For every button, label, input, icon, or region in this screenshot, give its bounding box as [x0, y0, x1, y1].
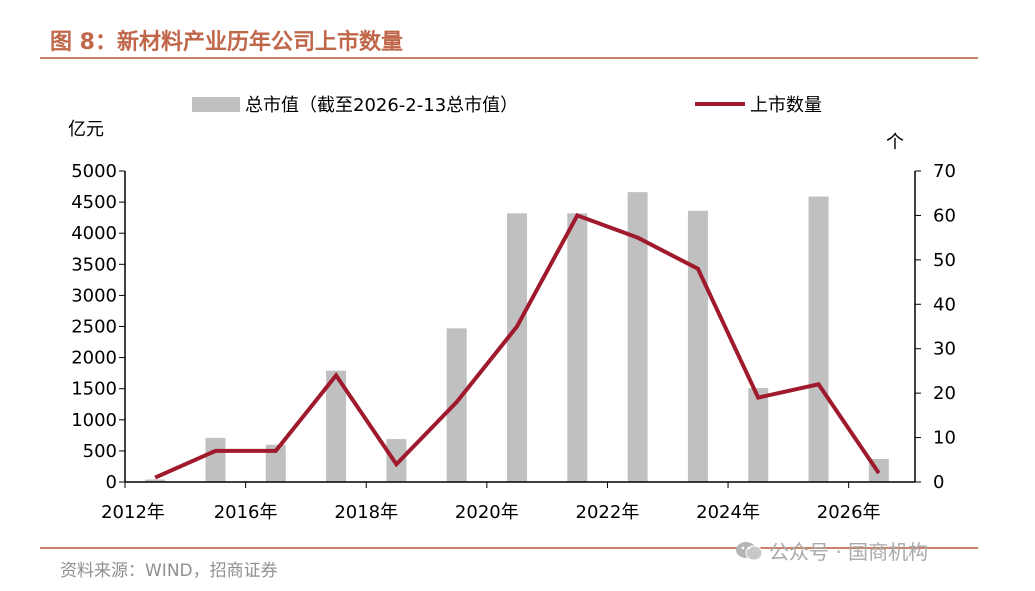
- x-tick-label: 2026年: [817, 502, 881, 523]
- bar: [145, 479, 166, 482]
- x-tick-label: 2012年: [101, 502, 165, 523]
- left-axis-label: 亿元: [68, 119, 104, 140]
- axes: [119, 170, 921, 488]
- bar: [748, 388, 769, 482]
- bar: [326, 370, 347, 482]
- footer-divider: [40, 547, 978, 549]
- left-tick-label: 0: [106, 472, 117, 493]
- left-tick-label: 2000: [71, 348, 117, 369]
- x-tick-label: 2018年: [334, 502, 398, 523]
- bar: [265, 444, 286, 482]
- legend-bar-label: 总市值（截至2026-2-13总市值）: [245, 95, 518, 116]
- left-tick-label: 1500: [71, 379, 117, 400]
- x-tick-label: 2022年: [576, 502, 640, 523]
- wechat-icon: [736, 541, 763, 560]
- tick-labels: 0500100015002000250030003500400045005000…: [71, 161, 956, 523]
- bar: [386, 439, 407, 482]
- watermark-text: 公众号 · 国商机构: [769, 540, 929, 564]
- x-tick-label: 2024年: [696, 502, 760, 523]
- right-tick-label: 70: [933, 161, 956, 182]
- right-tick-label: 30: [933, 339, 956, 360]
- left-tick-label: 500: [83, 441, 117, 462]
- bar: [627, 192, 648, 482]
- legend-bar-swatch: [192, 97, 240, 112]
- right-tick-label: 0: [933, 472, 944, 493]
- right-tick-label: 40: [933, 294, 956, 315]
- legend: 总市值（截至2026-2-13总市值） 上市数量: [192, 95, 822, 116]
- line-series: [154, 212, 881, 480]
- left-tick-label: 4500: [71, 192, 117, 213]
- right-tick-label: 60: [933, 205, 956, 226]
- bar: [567, 213, 588, 482]
- legend-line-label: 上市数量: [750, 95, 822, 116]
- bar: [205, 437, 226, 482]
- left-tick-label: 1000: [71, 410, 117, 431]
- left-tick-label: 4000: [71, 223, 117, 244]
- x-tick-label: 2016年: [214, 502, 278, 523]
- left-tick-label: 5000: [71, 161, 117, 182]
- source-note: 资料来源：WIND，招商证券: [60, 561, 278, 581]
- watermark: 公众号 · 国商机构: [735, 536, 928, 565]
- bar-series: [145, 192, 889, 483]
- title-divider: [40, 57, 978, 59]
- right-tick-label: 10: [933, 428, 956, 449]
- left-tick-label: 2500: [71, 317, 117, 338]
- bar: [808, 196, 829, 482]
- right-tick-label: 20: [933, 383, 956, 404]
- left-tick-label: 3500: [71, 254, 117, 275]
- right-axis-label: 个: [886, 132, 904, 153]
- x-tick-label: 2020年: [455, 502, 519, 523]
- left-tick-label: 3000: [71, 285, 117, 306]
- page-title: 图 8：新材料产业历年公司上市数量: [50, 30, 403, 55]
- bar: [446, 328, 467, 482]
- bar: [506, 213, 527, 482]
- right-tick-label: 50: [933, 250, 956, 271]
- bar: [687, 210, 708, 483]
